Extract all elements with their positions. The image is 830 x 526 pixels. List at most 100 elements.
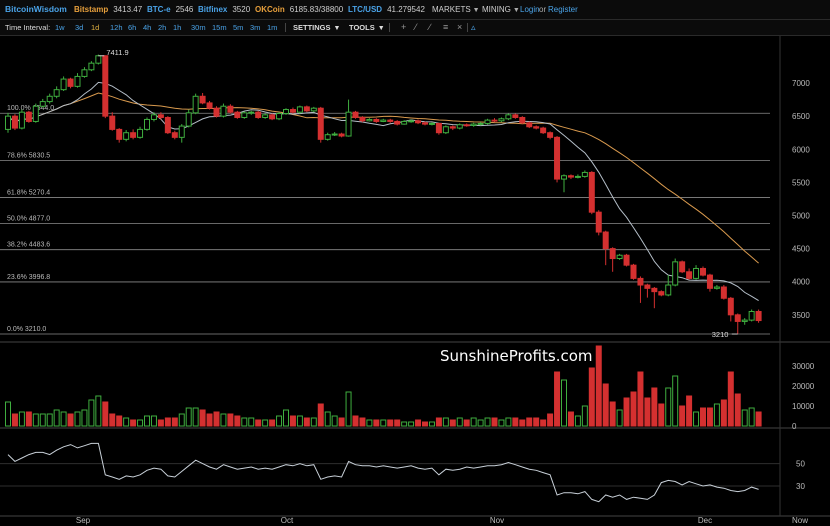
high-annotation: 7411.9 — [106, 48, 128, 57]
volume-bar-up — [713, 403, 720, 427]
candle-up — [713, 286, 720, 289]
volume-bar-up — [366, 419, 373, 427]
interval-3d[interactable]: 3d — [75, 23, 84, 32]
candle-down — [567, 175, 574, 178]
line-icon[interactable]: ⁄ — [415, 22, 417, 32]
ticker-value: 41.279542 — [387, 5, 425, 14]
price-tick-label: 7000 — [792, 79, 810, 88]
volume-bar-up — [150, 415, 157, 427]
ticker-bitfinex[interactable]: Bitfinex 3520 — [198, 0, 250, 19]
time-interval-label: Time Interval: — [5, 23, 51, 32]
ray-icon[interactable]: ∕ — [429, 22, 431, 32]
ticker-okcoin[interactable]: OKCoin 6185.83/38800 — [255, 0, 343, 19]
volume-bar-up — [401, 421, 408, 427]
candle-up — [39, 101, 46, 107]
volume-bar-up — [380, 419, 387, 427]
volume-bar-down — [727, 371, 734, 427]
volume-bar-down — [394, 419, 401, 427]
markets-label: MARKETS — [432, 5, 471, 14]
markets-menu[interactable]: MARKETS ▼ — [432, 0, 480, 20]
ticker-btce[interactable]: BTC-e 2546 — [147, 0, 193, 19]
price-chart[interactable]: 100.0% 6544.0 78.6% 5830.5 61.8% 5270.4 50.… — [0, 36, 830, 526]
volume-bar-down — [602, 383, 609, 427]
candle-up — [74, 75, 81, 87]
candle-down — [449, 126, 456, 129]
candle-down — [588, 171, 595, 213]
candle-up — [46, 95, 53, 103]
candle-up — [748, 311, 755, 321]
volume-bar-up — [192, 407, 199, 427]
fib-level-label: 50.0% 4877.0 — [7, 216, 50, 223]
volume-bar-down — [213, 411, 220, 427]
login-link[interactable]: Login — [520, 5, 540, 14]
fib-level-label: 100.0% 6544.0 — [7, 105, 54, 112]
volume-bar-down — [533, 417, 540, 427]
site-logo[interactable]: BitcoinWisdom — [5, 4, 67, 14]
interval-5m[interactable]: 5m — [233, 23, 244, 32]
volume-bar-up — [60, 411, 67, 427]
ticker-ltcusd[interactable]: LTC/USD 41.279542 — [348, 0, 425, 19]
candle-up — [32, 105, 39, 122]
volume-bar-up — [477, 419, 484, 427]
plus-icon[interactable]: + — [401, 22, 407, 32]
volume-bar-down — [157, 419, 164, 427]
interval-12h[interactable]: 12h — [110, 23, 123, 32]
candle-down — [540, 127, 547, 134]
mining-menu[interactable]: MINING ▼ — [482, 0, 520, 20]
caret-down-icon: ▼ — [472, 7, 480, 14]
candle-down — [720, 286, 727, 299]
volume-bar-down — [435, 417, 442, 427]
candle-down — [373, 118, 380, 122]
interval-15m[interactable]: 15m — [212, 23, 227, 32]
interval-30m[interactable]: 30m — [191, 23, 206, 32]
interval-2h[interactable]: 2h — [158, 23, 167, 32]
volume-bar-down — [373, 419, 380, 427]
ticker-bitstamp[interactable]: Bitstamp 3413.47 — [74, 0, 142, 19]
x-tick-label: Sep — [76, 516, 91, 525]
volume-bar-up — [74, 411, 81, 427]
fib-level-label: 38.2% 4483.6 — [7, 242, 50, 249]
price-tick-label: 4500 — [792, 245, 810, 254]
candle-down — [547, 132, 554, 138]
candle-down — [157, 114, 164, 118]
indicator-tick-label: 50 — [796, 460, 805, 469]
volume-bar-down — [352, 415, 359, 427]
candle-down — [700, 267, 706, 276]
interval-1m[interactable]: 1m — [267, 23, 278, 32]
interval-1d[interactable]: 1d — [91, 23, 100, 32]
ticker-value: 6185.83/38800 — [289, 5, 344, 14]
register-link[interactable]: Register — [548, 5, 578, 14]
volume-bar-down — [547, 413, 554, 427]
bell-icon[interactable]: ▵ — [471, 22, 476, 32]
candle-down — [658, 291, 665, 296]
candle-up — [262, 114, 269, 118]
fibonacci-icon[interactable]: ≡ — [443, 22, 449, 32]
volume-bar-down — [609, 401, 616, 427]
volume-bar-down — [512, 417, 519, 427]
volume-bar-up — [248, 417, 255, 427]
close-icon[interactable]: × — [457, 22, 463, 32]
axis-labels: 3500 4000 4500 5000 5500 6000 6500 7000 0 10000 20… — [76, 79, 815, 525]
volume-bar-up — [310, 417, 317, 427]
interval-6h[interactable]: 6h — [128, 23, 137, 32]
caret-down-icon: ▼ — [333, 25, 341, 32]
candle-down — [706, 274, 713, 289]
volume-bar-up — [5, 401, 11, 427]
candle-up — [408, 120, 415, 123]
volume-bar-up — [296, 415, 303, 427]
volume-bar-down — [637, 371, 644, 427]
candle-down — [359, 116, 366, 122]
interval-1w[interactable]: 1w — [55, 23, 65, 32]
settings-dropdown[interactable]: SETTINGS ▼ — [293, 20, 340, 36]
candle-down — [352, 111, 359, 118]
volume-bar-up — [741, 409, 748, 427]
volume-bar-down — [658, 403, 665, 427]
volume-bar-up — [616, 409, 623, 427]
interval-4h[interactable]: 4h — [143, 23, 152, 32]
interval-1h[interactable]: 1h — [173, 23, 182, 32]
candlestick-series: 7411.9 3210 — [5, 48, 762, 339]
interval-3m[interactable]: 3m — [250, 23, 261, 32]
volume-bar-down — [199, 409, 206, 427]
tools-dropdown[interactable]: TOOLS ▼ — [349, 20, 385, 36]
volume-bar-down — [422, 421, 428, 427]
